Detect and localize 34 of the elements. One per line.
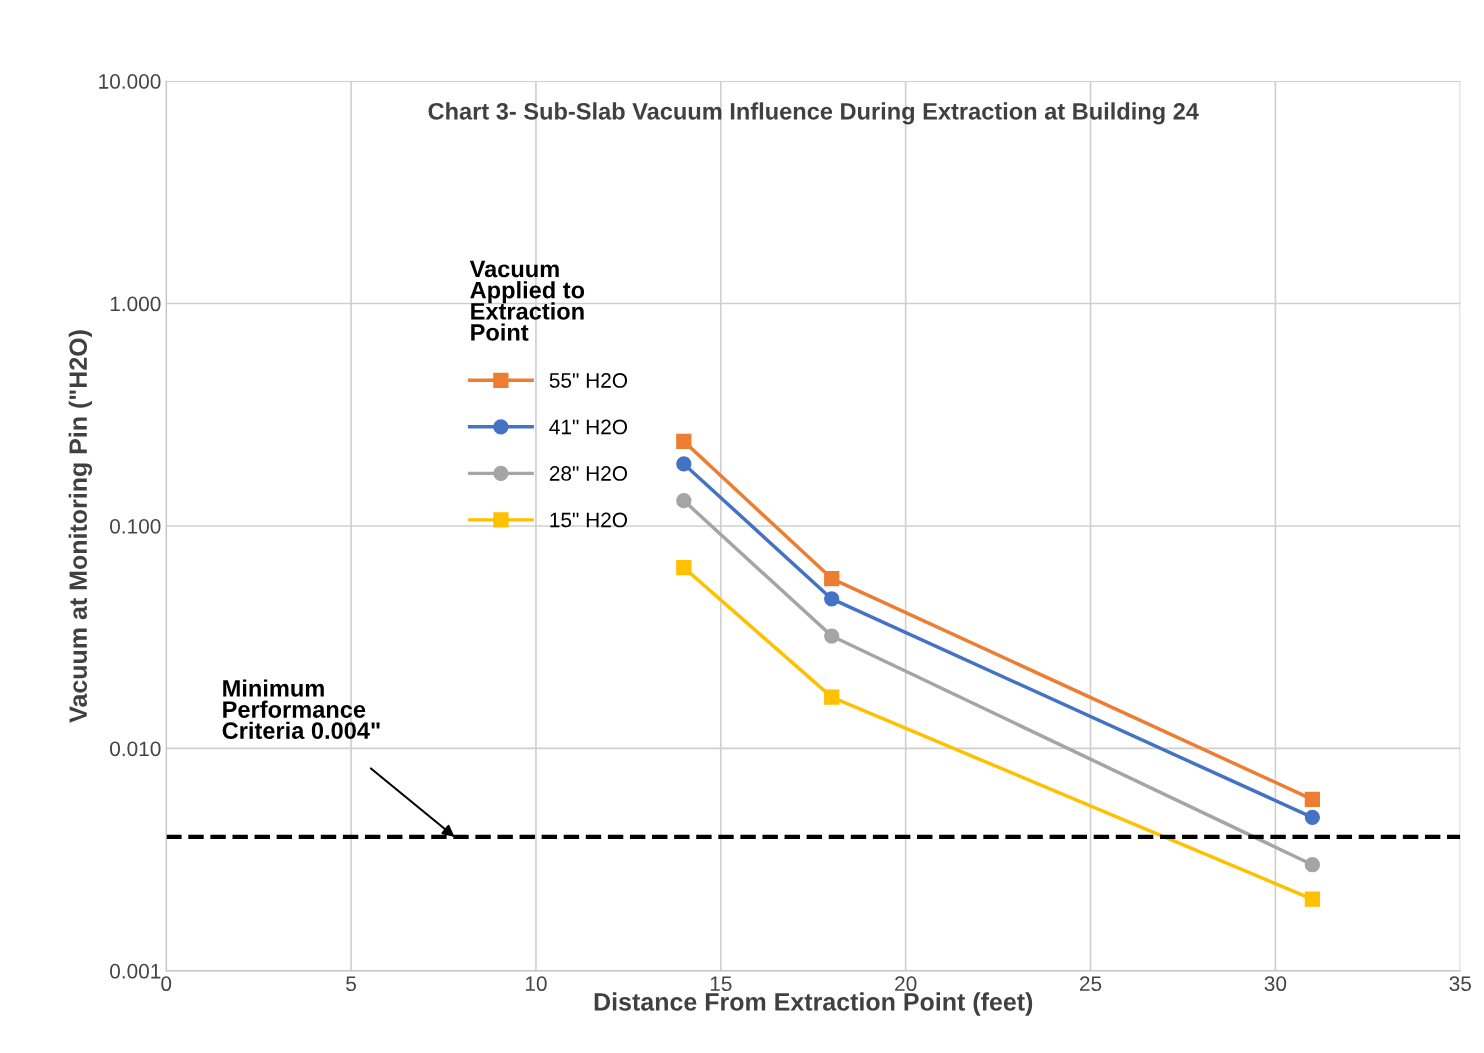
legend-label: 41" H2O bbox=[549, 419, 628, 435]
y-tick-label: 1.000 bbox=[110, 296, 161, 312]
annotation: Minimum Performance Criteria 0.004" bbox=[222, 679, 380, 740]
legend-label: 28" H2O bbox=[549, 466, 628, 481]
point bbox=[1304, 809, 1321, 825]
y-tick-label: 10.000 bbox=[99, 74, 161, 89]
y-tick-label: 0.100 bbox=[110, 518, 161, 534]
point bbox=[676, 559, 692, 576]
point bbox=[1304, 791, 1321, 808]
y-tick-label: 0.001 bbox=[110, 963, 161, 979]
y-axis-title: Vacuum at Monitoring Pin ("H2O) bbox=[68, 330, 93, 723]
legend-label: 15" H2O bbox=[550, 512, 628, 528]
point bbox=[676, 492, 692, 509]
point bbox=[676, 456, 692, 472]
point bbox=[676, 433, 692, 450]
x-tick-label: 0 bbox=[161, 976, 172, 992]
text: Chart 3- Sub-Slab Vacuum Influence During Extraction at Building 24 bbox=[428, 102, 1199, 125]
point bbox=[1304, 891, 1321, 907]
x-axis-title: Distance From Extraction Point (feet) bbox=[594, 992, 1033, 1016]
x-tick-label: 20 bbox=[895, 976, 917, 992]
x-tick-label: 30 bbox=[1264, 976, 1287, 992]
point bbox=[824, 689, 840, 705]
legend-label: 55" H2O bbox=[549, 373, 628, 388]
x-tick-label: 35 bbox=[1449, 976, 1471, 992]
x-tick-label: 25 bbox=[1079, 976, 1102, 992]
x-tick-label: 10 bbox=[525, 976, 547, 992]
x-tick-label: 5 bbox=[346, 976, 356, 992]
point bbox=[1304, 857, 1321, 873]
point bbox=[824, 591, 840, 607]
y-tick-label: 0.010 bbox=[110, 741, 161, 757]
x-tick-label: 15 bbox=[710, 976, 732, 992]
point bbox=[824, 628, 840, 644]
point bbox=[824, 570, 840, 587]
legend-title: Vacuum Applied to Extraction Point bbox=[469, 260, 585, 341]
